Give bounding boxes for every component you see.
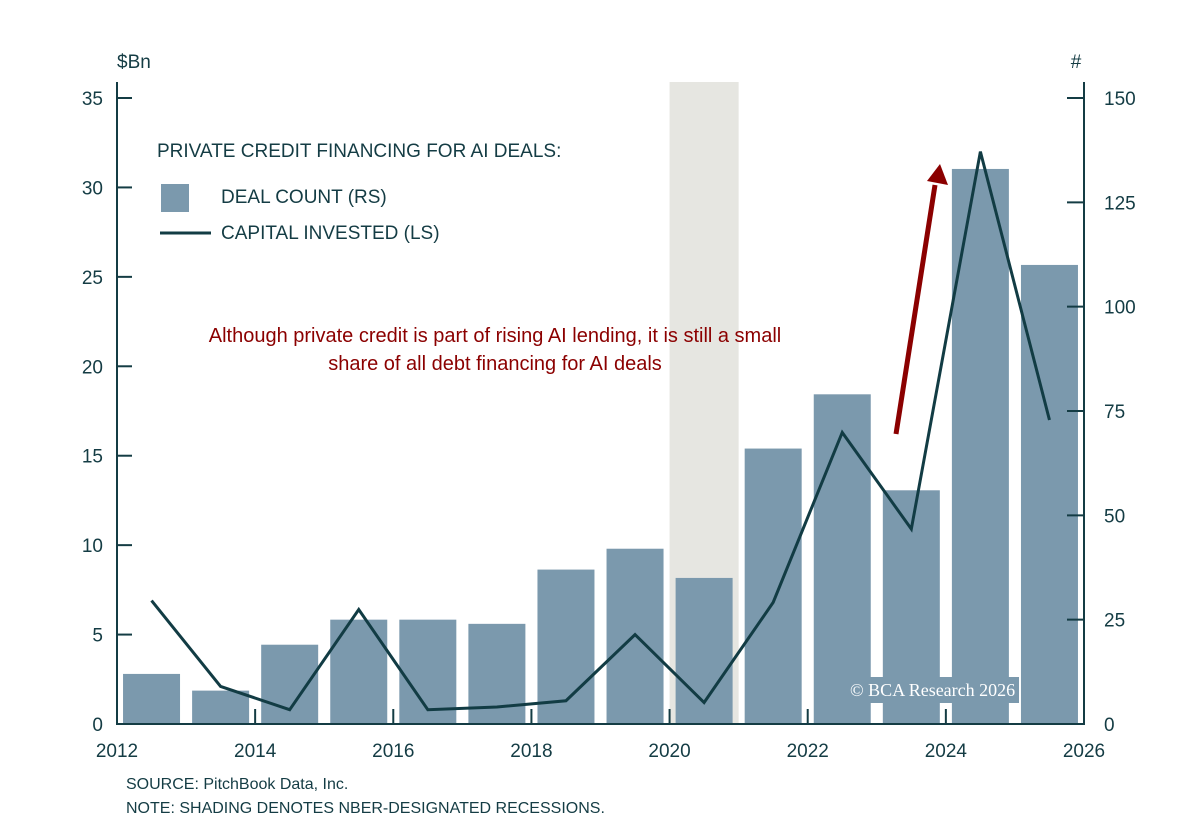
bar-deal-count-2020 [675, 577, 733, 724]
legend-title: PRIVATE CREDIT FINANCING FOR AI DEALS: [157, 141, 562, 162]
bar-deal-count-2025 [1020, 264, 1078, 724]
left-tick-label: 10 [82, 536, 103, 557]
x-tick-label: 2018 [510, 741, 552, 762]
right-axis-label: # [1071, 52, 1082, 73]
right-tick-label: 100 [1104, 298, 1136, 319]
left-tick-label: 5 [92, 626, 103, 647]
x-tick-label: 2026 [1063, 741, 1105, 762]
x-tick-label: 2012 [96, 741, 138, 762]
right-tick-label: 25 [1104, 611, 1125, 632]
x-tick-label: 2014 [234, 741, 277, 762]
bar-deal-count-2012 [123, 673, 181, 724]
line-capital-invested [150, 151, 1051, 712]
bar-deal-count-2014 [261, 644, 319, 724]
source-note: SOURCE: PitchBook Data, Inc. [126, 776, 349, 793]
left-axis-label: $Bn [117, 52, 151, 73]
bar-deal-count-2016 [399, 619, 457, 724]
bar-deal-count-2024 [951, 168, 1009, 725]
trend-arrow-head [927, 164, 948, 185]
legend-swatch-deal-count [161, 184, 189, 212]
left-tick-label: 25 [82, 268, 103, 289]
x-tick-label: 2016 [372, 741, 414, 762]
x-tick-label: 2024 [925, 741, 968, 762]
right-tick-label: 50 [1104, 506, 1125, 527]
left-tick-label: 20 [82, 357, 103, 378]
x-tick-label: 2020 [648, 741, 690, 762]
annotation: Although private credit is part of risin… [208, 325, 782, 375]
bar-deal-count-2018 [537, 569, 595, 724]
left-tick-label: 0 [92, 715, 103, 736]
bar-deal-count-2021 [744, 448, 802, 724]
bar-deal-count-2015 [330, 619, 388, 724]
right-tick-label: 0 [1104, 715, 1115, 736]
right-tick-label: 125 [1104, 193, 1136, 214]
right-tick-label: 75 [1104, 402, 1125, 423]
left-tick-label: 35 [82, 89, 103, 110]
right-tick-label: 150 [1104, 89, 1136, 110]
recession-note: NOTE: SHADING DENOTES NBER-DESIGNATED RE… [126, 800, 605, 817]
bar-deal-count-2022 [813, 394, 871, 724]
legend-label-deal-count: DEAL COUNT (RS) [221, 187, 387, 208]
x-tick-label: 2022 [787, 741, 829, 762]
trend-arrow-shaft [893, 184, 938, 435]
watermark: © BCA Research 2026 [846, 677, 1020, 703]
legend-label-capital-invested: CAPITAL INVESTED (LS) [221, 223, 440, 244]
bar-deal-count-2013 [192, 690, 250, 724]
left-tick-label: 15 [82, 447, 103, 468]
left-tick-label: 30 [82, 178, 103, 199]
